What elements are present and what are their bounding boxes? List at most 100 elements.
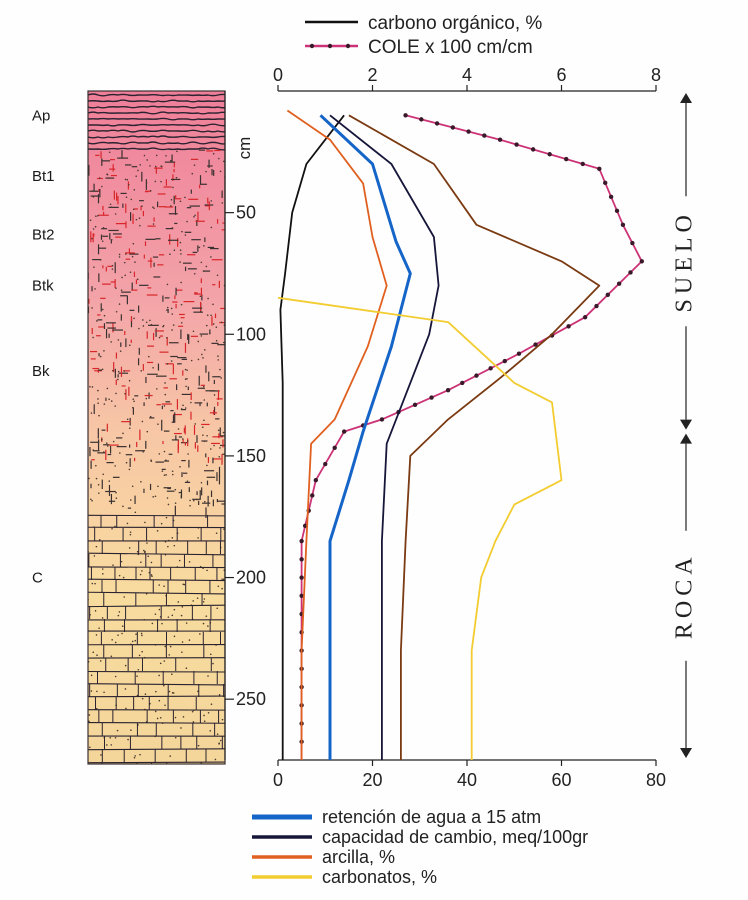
- speckle: [124, 274, 127, 277]
- speckle: [210, 314, 212, 317]
- speckle: [200, 261, 203, 264]
- speckle: [117, 339, 120, 341]
- speckle: [96, 654, 98, 657]
- speckle: [185, 667, 188, 670]
- speckle: [191, 710, 194, 713]
- speckle: [174, 716, 177, 719]
- speckle: [139, 224, 141, 227]
- speckle: [124, 688, 127, 690]
- speckle: [149, 189, 152, 192]
- speckle: [182, 716, 185, 718]
- speckle: [136, 550, 139, 553]
- speckle: [197, 358, 200, 361]
- speckle: [223, 341, 225, 344]
- speckle: [223, 160, 225, 163]
- speckle: [203, 387, 205, 390]
- top-tick-label: 8: [651, 65, 661, 85]
- speckle: [132, 242, 135, 245]
- speckle: [185, 385, 187, 388]
- series-point-1: [299, 557, 304, 562]
- zone-arrow-up: [680, 93, 692, 103]
- speckle: [145, 397, 148, 400]
- speckle: [194, 423, 197, 425]
- speckle: [197, 744, 200, 747]
- speckle: [190, 401, 192, 404]
- speckle: [189, 504, 191, 507]
- speckle: [168, 654, 171, 656]
- speckle: [217, 585, 220, 588]
- series-line-3: [329, 114, 440, 760]
- speckle: [205, 170, 207, 173]
- speckle: [141, 650, 143, 653]
- legend-bottom-label: capacidad de cambio, meq/100gr: [322, 827, 588, 847]
- speckle: [166, 497, 169, 499]
- speckle: [101, 438, 103, 441]
- series-point-1: [450, 125, 456, 130]
- speckle: [114, 213, 117, 215]
- speckle: [169, 755, 172, 757]
- series-point-1: [310, 493, 315, 498]
- speckle: [164, 645, 167, 648]
- series-point-1: [434, 121, 440, 126]
- speckle: [164, 382, 166, 384]
- series-point-1: [608, 194, 614, 200]
- speckle: [112, 440, 115, 443]
- speckle: [203, 720, 206, 723]
- series-line-0: [279, 114, 345, 760]
- speckle: [154, 165, 157, 168]
- speckle: [114, 736, 117, 739]
- speckle: [141, 205, 143, 207]
- speckle: [161, 622, 163, 625]
- speckle: [110, 744, 113, 746]
- speckle: [222, 431, 225, 434]
- speckle: [122, 432, 124, 435]
- horizon-labels: Ap Bt1 Bt2 Btk Bk C: [32, 107, 55, 586]
- speckle: [192, 499, 195, 502]
- speckle: [103, 350, 105, 352]
- speckle: [158, 699, 161, 702]
- speckle: [132, 398, 135, 401]
- speckle: [135, 633, 137, 636]
- speckle: [186, 440, 189, 442]
- speckle: [173, 249, 176, 252]
- speckle: [179, 249, 182, 252]
- speckle: [192, 330, 195, 333]
- speckle: [131, 640, 134, 643]
- speckle: [218, 157, 220, 160]
- speckle: [115, 491, 117, 494]
- speckle: [143, 154, 146, 157]
- series-point-1: [299, 538, 304, 544]
- speckle: [174, 488, 177, 491]
- soil-column-pattern: [88, 93, 225, 764]
- speckle: [221, 202, 224, 204]
- series-point-1: [597, 166, 602, 172]
- bedding-line: [88, 683, 225, 686]
- speckle: [136, 675, 138, 677]
- speckle: [92, 190, 94, 192]
- speckle: [117, 634, 119, 636]
- speckle: [92, 228, 95, 230]
- speckle: [108, 480, 111, 482]
- top-tick-label: 2: [367, 65, 377, 85]
- speckle: [124, 392, 126, 395]
- series-point-1: [488, 366, 493, 371]
- speckle: [101, 617, 104, 619]
- series-point-1: [323, 461, 328, 467]
- ap-layer-line: [88, 111, 225, 115]
- legend-bottom-label: retención de agua a 15 atm: [322, 807, 541, 827]
- speckle: [221, 587, 223, 590]
- speckle: [94, 610, 97, 612]
- speckle: [102, 235, 104, 237]
- speckle: [219, 368, 221, 371]
- speckle: [111, 638, 113, 641]
- speckle: [94, 288, 96, 290]
- speckle: [106, 445, 109, 447]
- series-point-1: [299, 593, 304, 598]
- series-point-1: [502, 358, 507, 364]
- speckle: [186, 480, 189, 482]
- zone-markers: SUELO ROCA: [672, 93, 698, 758]
- speckle: [110, 341, 112, 343]
- speckle: [203, 714, 205, 717]
- y-tick-label: 100: [236, 324, 266, 344]
- speckle: [141, 697, 144, 700]
